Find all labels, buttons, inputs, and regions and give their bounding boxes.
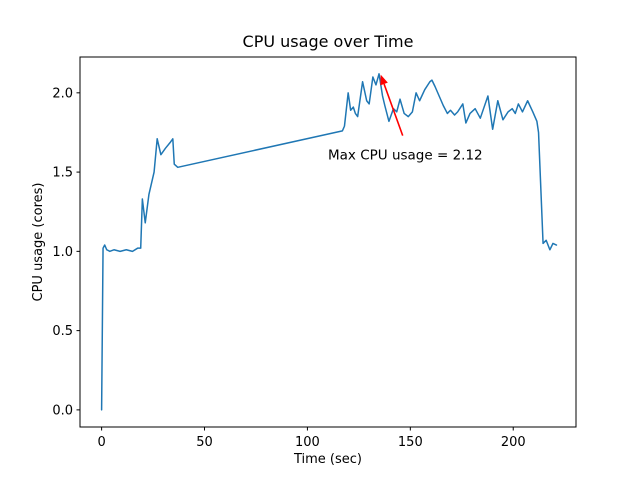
axes-frame bbox=[79, 56, 577, 428]
x-axis-label: Time (sec) bbox=[293, 452, 362, 467]
chart-title: CPU usage over Time bbox=[243, 32, 414, 51]
annotation-arrow-line bbox=[383, 83, 404, 136]
annotation-arrow-head bbox=[380, 74, 388, 86]
y-tick-label: 0.0 bbox=[52, 403, 73, 418]
x-tick-label: 150 bbox=[398, 435, 423, 450]
cpu-usage-line bbox=[100, 73, 558, 411]
y-tick-label: 2.0 bbox=[52, 86, 73, 101]
ticks-layer: 0 50 100 150 200 0.0 0.5 1.0 1.5 2.0 bbox=[52, 86, 525, 450]
y-tick-label: 1.0 bbox=[52, 245, 73, 260]
y-axis-label: CPU usage (cores) bbox=[31, 183, 46, 302]
x-tick-label: 50 bbox=[196, 435, 213, 450]
y-tick-label: 1.5 bbox=[52, 166, 73, 181]
annotation-layer: Max CPU usage = 2.12 bbox=[328, 74, 483, 164]
y-tick-label: 0.5 bbox=[52, 324, 73, 339]
annotation-text: Max CPU usage = 2.12 bbox=[328, 148, 483, 164]
x-tick-label: 200 bbox=[501, 435, 526, 450]
x-tick-label: 0 bbox=[97, 435, 105, 450]
data-series-layer bbox=[100, 73, 558, 411]
x-tick-label: 100 bbox=[295, 435, 320, 450]
